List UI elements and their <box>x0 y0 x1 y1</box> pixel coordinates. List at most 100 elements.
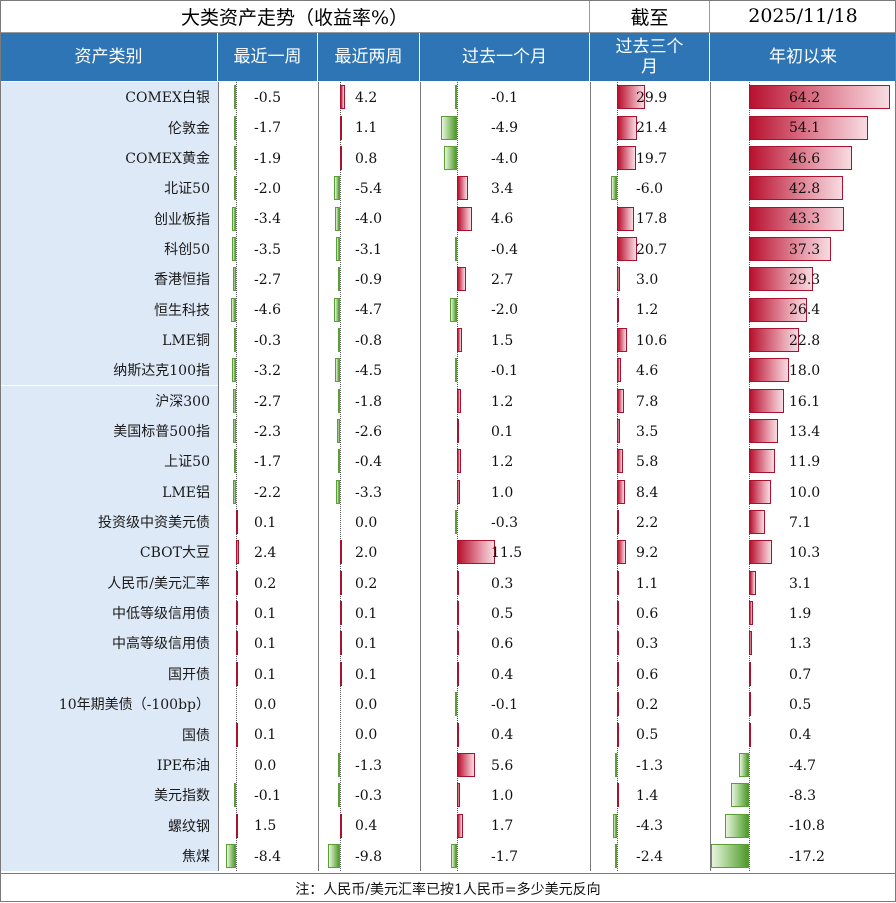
value-1m: 1.7 <box>491 818 514 835</box>
value-1m: 1.2 <box>491 393 514 410</box>
value-2w: -5.4 <box>355 181 382 198</box>
bar-3m <box>612 813 617 838</box>
bar-1m <box>457 661 459 686</box>
value-3m: 29.9 <box>636 90 668 106</box>
column-divider <box>710 82 711 872</box>
bar-3m <box>617 327 628 352</box>
value-3m: 21.4 <box>636 120 668 137</box>
bar-1w <box>232 206 236 231</box>
value-1w: 0.0 <box>254 757 277 774</box>
column-divider <box>590 82 591 872</box>
value-3m: 1.1 <box>636 575 659 592</box>
value-2w: -4.7 <box>355 302 382 319</box>
bar-1w <box>234 449 236 474</box>
value-ytd: 37.3 <box>789 241 821 258</box>
bar-2w <box>340 631 342 656</box>
value-2w: 4.2 <box>355 90 378 106</box>
value-2w: 0.0 <box>355 727 378 744</box>
bar-3m <box>617 358 622 383</box>
bar-1m <box>457 176 469 201</box>
bar-3m <box>617 661 619 686</box>
bar-2w <box>337 388 340 413</box>
value-1w: -1.7 <box>254 454 281 471</box>
value-1w: 0.1 <box>254 727 277 744</box>
value-ytd: 3.1 <box>789 575 812 592</box>
value-3m: 3.0 <box>636 272 659 289</box>
bar-2w <box>336 479 340 504</box>
bar-1w <box>233 176 236 201</box>
bar-1m <box>457 570 459 595</box>
bar-2w <box>338 327 340 352</box>
value-ytd: 0.7 <box>789 666 812 683</box>
value-1m: 4.6 <box>491 211 514 228</box>
value-2w: -0.9 <box>355 272 382 289</box>
value-2w: 0.1 <box>355 605 378 622</box>
value-ytd: 16.1 <box>789 393 821 410</box>
value-1w: -3.4 <box>254 211 281 228</box>
bar-1w <box>236 601 238 626</box>
row-label: 10年期美债（-100bp） <box>0 689 218 720</box>
bar-1w <box>236 722 238 747</box>
row-label: 投资级中资美元债 <box>0 506 218 538</box>
bar-3m <box>617 297 619 322</box>
bar-1m <box>455 510 457 535</box>
value-3m: 5.8 <box>636 454 659 471</box>
row-label: 科创50 <box>0 233 218 265</box>
bar-2w <box>340 570 342 595</box>
value-3m: 9.2 <box>636 545 659 562</box>
row-label: IPE布油 <box>0 749 218 781</box>
value-ytd: 10.3 <box>789 545 821 562</box>
bar-1m <box>440 115 457 140</box>
column-header-asset: 资产类别 <box>0 33 218 81</box>
value-1w: -2.2 <box>254 484 281 501</box>
row-label: 上证50 <box>0 446 218 477</box>
value-3m: 10.6 <box>636 332 668 349</box>
row-label: CBOT大豆 <box>0 537 218 568</box>
bar-2w <box>338 449 340 474</box>
bar-3m <box>617 601 619 626</box>
bar-ytd <box>749 236 832 261</box>
value-ytd: 0.5 <box>789 697 812 713</box>
row-label: COMEX白银 <box>0 82 218 113</box>
bar-ytd <box>749 85 891 110</box>
row-label: 美国标普500指 <box>0 415 218 447</box>
as-of-date: 2025/11/18 <box>710 0 896 33</box>
value-1w: -0.5 <box>254 90 281 106</box>
value-2w: -3.1 <box>355 241 382 258</box>
bar-1m <box>457 540 495 565</box>
bar-1w <box>236 813 238 838</box>
row-label: 恒生科技 <box>0 294 218 325</box>
column-header-3m: 过去三个月 <box>590 33 710 81</box>
value-1m: 0.6 <box>491 636 514 653</box>
bar-ytd <box>749 419 779 444</box>
bar-2w <box>336 236 340 261</box>
bar-1w <box>226 843 236 868</box>
table-title: 大类资产走势（收益率%） <box>0 0 590 33</box>
bar-1w <box>234 327 236 352</box>
bar-1w <box>236 540 239 565</box>
bar-3m <box>611 176 617 201</box>
bar-2w <box>334 358 340 383</box>
zero-axis-2w <box>340 82 341 872</box>
bar-1m <box>457 479 461 504</box>
value-2w: -0.4 <box>355 454 382 471</box>
bar-3m <box>617 267 620 292</box>
bar-3m <box>617 145 636 170</box>
bar-ytd <box>749 510 765 535</box>
value-1m: -0.1 <box>491 90 518 106</box>
value-3m: 0.5 <box>636 727 659 744</box>
value-ytd: 1.9 <box>789 605 812 622</box>
value-1m: 1.2 <box>491 454 514 471</box>
zero-axis-ytd <box>749 82 750 872</box>
value-1m: -0.1 <box>491 697 518 713</box>
value-1w: -2.3 <box>254 423 281 440</box>
bar-1m <box>457 327 462 352</box>
value-1w: -4.6 <box>254 302 281 319</box>
value-1m: -4.0 <box>491 150 518 167</box>
value-2w: 0.1 <box>355 666 378 683</box>
bar-3m <box>617 783 619 808</box>
value-1m: 1.0 <box>491 788 514 805</box>
value-3m: 19.7 <box>636 150 668 167</box>
value-ytd: 22.8 <box>789 332 821 349</box>
